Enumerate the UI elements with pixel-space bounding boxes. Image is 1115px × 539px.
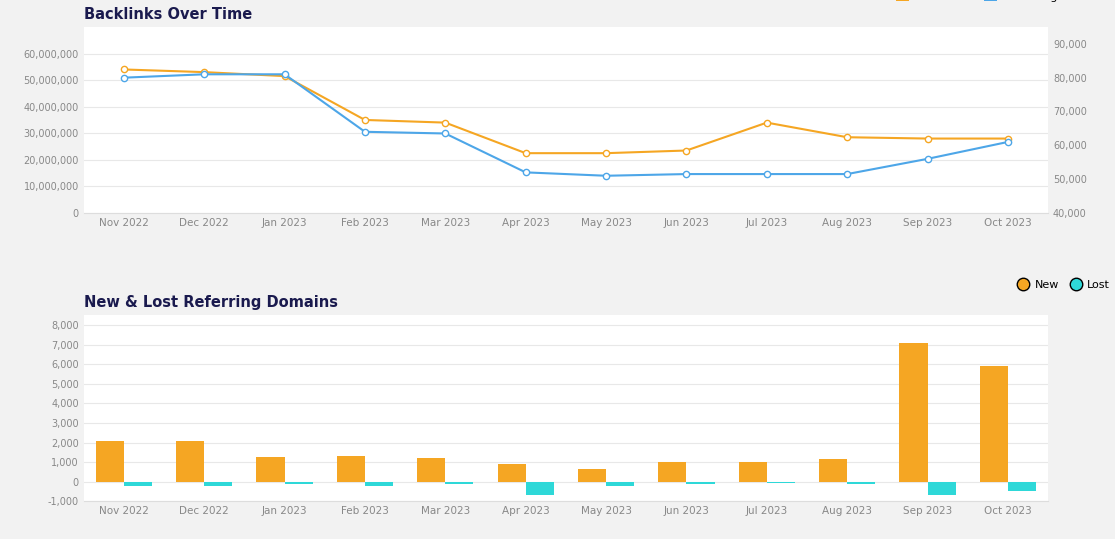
Text: Backlinks Over Time: Backlinks Over Time xyxy=(84,6,252,22)
Bar xyxy=(847,482,875,483)
Bar xyxy=(365,482,394,486)
Bar xyxy=(497,464,525,482)
Text: New & Lost Referring Domains: New & Lost Referring Domains xyxy=(84,295,338,310)
Bar xyxy=(578,469,607,482)
Bar xyxy=(204,482,232,486)
Legend: Backlinks, Referring Domains: Backlinks, Referring Domains xyxy=(895,0,1111,2)
Bar xyxy=(256,457,284,482)
Bar xyxy=(525,482,554,495)
Bar xyxy=(900,343,928,482)
Bar xyxy=(445,482,474,483)
Bar xyxy=(658,462,687,482)
Bar xyxy=(124,482,152,486)
Bar xyxy=(284,482,312,483)
Bar xyxy=(820,459,847,482)
Bar xyxy=(176,440,204,482)
Bar xyxy=(1008,482,1036,492)
Bar xyxy=(96,440,124,482)
Bar xyxy=(337,456,365,482)
Bar xyxy=(417,458,445,482)
Bar xyxy=(687,482,715,483)
Legend: New, Lost: New, Lost xyxy=(1020,280,1111,290)
Bar xyxy=(607,482,634,486)
Bar xyxy=(980,366,1008,482)
Bar xyxy=(928,482,956,495)
Bar xyxy=(738,462,767,482)
